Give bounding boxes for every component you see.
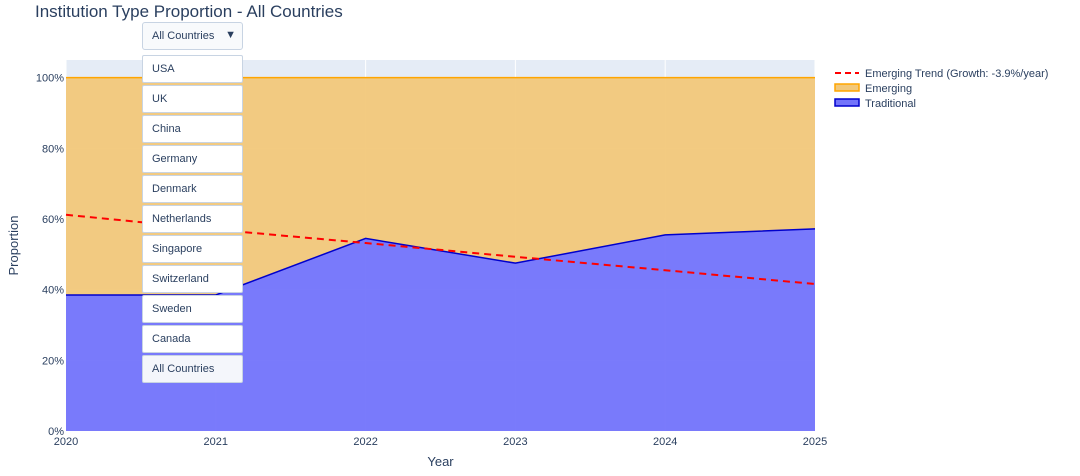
legend-emerging-label: Emerging [865,83,912,95]
y-axis-title: Proportion [6,216,21,276]
legend-traditional-swatch [834,98,860,107]
dropdown-option-china[interactable]: China [142,115,243,143]
y-tick-label: 0% [48,426,64,438]
x-tick-label: 2021 [204,436,228,448]
dropdown-option-all-countries[interactable]: All Countries [142,355,243,383]
x-tick-label: 2020 [54,436,78,448]
legend-trend-label: Emerging Trend (Growth: -3.9%/year) [865,68,1048,80]
dropdown-option-switzerland[interactable]: Switzerland [142,265,243,293]
country-dropdown-menu: USA UK China Germany Denmark Netherlands… [142,55,243,385]
dropdown-option-netherlands[interactable]: Netherlands [142,205,243,233]
x-tick-label: 2025 [803,436,827,448]
dropdown-option-denmark[interactable]: Denmark [142,175,243,203]
dropdown-option-sweden[interactable]: Sweden [142,295,243,323]
x-tick-label: 2023 [503,436,527,448]
y-tick-label: 20% [42,355,64,367]
y-tick-label: 100% [36,73,64,85]
y-tick-label: 60% [42,214,64,226]
y-tick-label: 40% [42,285,64,297]
x-axis-title: Year [427,454,454,469]
dropdown-option-singapore[interactable]: Singapore [142,235,243,263]
legend-traditional-label: Traditional [865,98,916,110]
legend-emerging-swatch [834,83,860,92]
x-tick-label: 2024 [653,436,677,448]
dropdown-option-germany[interactable]: Germany [142,145,243,173]
dropdown-option-canada[interactable]: Canada [142,325,243,353]
y-tick-label: 80% [42,143,64,155]
x-tick-label: 2022 [353,436,377,448]
country-dropdown-button[interactable]: All Countries ▼ [142,22,243,50]
chevron-down-icon: ▼ [225,29,236,41]
dropdown-selected-label: All Countries [152,30,215,42]
dropdown-option-usa[interactable]: USA [142,55,243,83]
emerging-area [66,77,815,295]
dropdown-option-uk[interactable]: UK [142,85,243,113]
traditional-area [66,228,815,431]
chart-title: Institution Type Proportion - All Countr… [35,2,343,21]
